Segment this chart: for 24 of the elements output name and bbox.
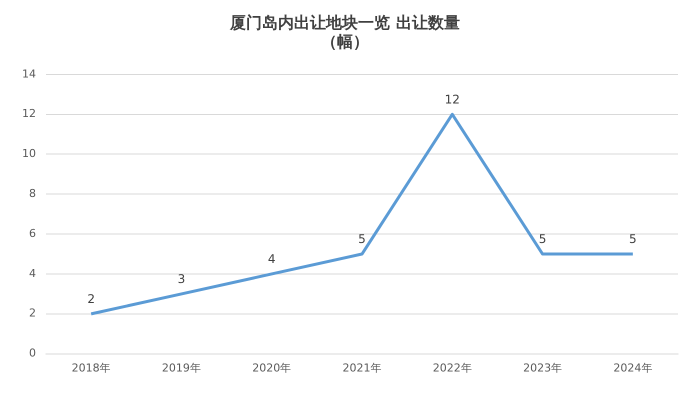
x-tick-label: 2021年 [342,361,382,374]
data-label: 5 [538,232,546,246]
y-tick-label: 0 [28,346,36,360]
x-tick-label: 2019年 [162,361,201,374]
x-tick-label: 2023年 [523,361,562,374]
y-tick-label: 2 [28,306,36,320]
y-tick-label: 12 [22,107,36,120]
y-tick-label: 14 [22,67,36,80]
y-tick-label: 8 [28,187,36,200]
x-tick-label: 2024年 [613,361,652,374]
x-tick-label: 2022年 [432,361,472,374]
x-tick-label: 2018年 [72,361,111,374]
data-label: 12 [444,92,460,106]
x-tick-label: 2020年 [252,361,292,374]
y-tick-label: 6 [28,226,36,240]
data-label: 2 [87,292,95,306]
chart-title: 厦门岛内出让地块一览 出让数量 [229,12,460,32]
y-tick-label: 4 [28,266,36,280]
data-label: 5 [358,232,366,246]
data-label: 5 [629,232,637,246]
y-tick-label: 10 [22,147,36,160]
chart-subtitle: （幅） [321,32,369,51]
data-label: 3 [178,272,186,286]
data-label: 4 [268,252,276,266]
